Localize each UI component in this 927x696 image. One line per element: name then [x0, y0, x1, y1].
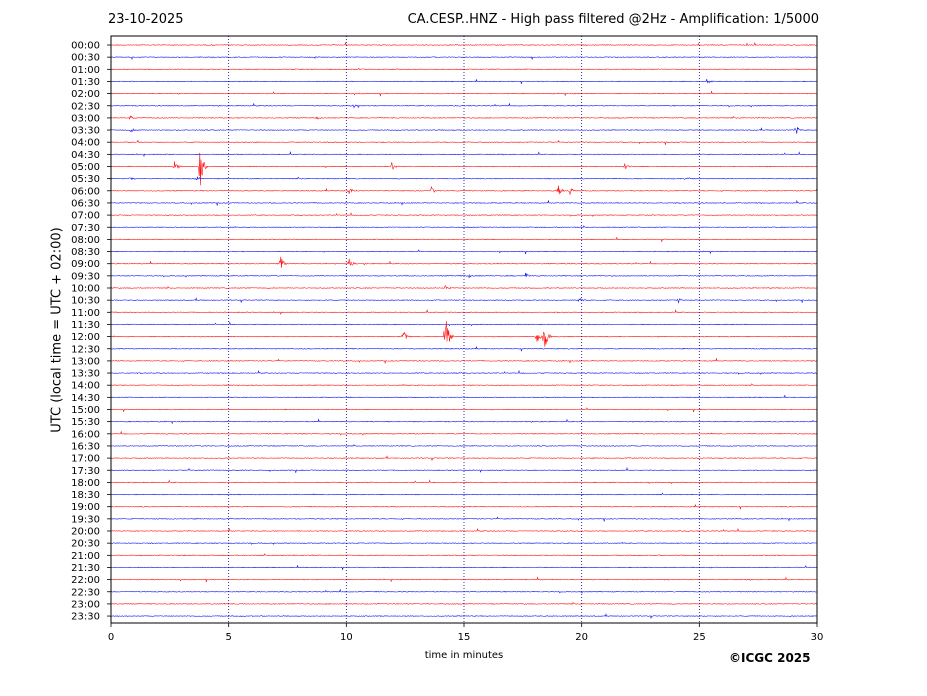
row-label: 21:00 — [71, 551, 100, 562]
row-label: 00:30 — [71, 53, 100, 64]
plot-title: CA.CESP..HNZ - High pass filtered @2Hz -… — [407, 12, 819, 27]
trace-row-1730 — [110, 466, 817, 473]
row-label: 02:30 — [71, 101, 100, 112]
trace-row-0830 — [110, 249, 817, 255]
row-label: 02:00 — [71, 89, 100, 100]
row-label: 21:30 — [71, 563, 100, 574]
row-label: 14:30 — [71, 393, 100, 404]
trace-row-0730 — [110, 225, 817, 228]
row-label: 18:30 — [71, 490, 100, 501]
row-label: 03:30 — [71, 126, 100, 137]
x-tick-label: 5 — [225, 632, 231, 643]
row-label: 10:30 — [71, 296, 100, 307]
row-label: 13:00 — [71, 356, 100, 367]
trace-row-1700 — [110, 455, 817, 461]
row-label: 20:30 — [71, 539, 100, 550]
x-axis-label: time in minutes — [424, 650, 504, 661]
trace-row-2330 — [110, 613, 817, 619]
trace-row-1800 — [110, 479, 817, 485]
plot-date: 23-10-2025 — [108, 12, 184, 27]
row-label: 18:00 — [71, 478, 100, 489]
row-label: 19:30 — [71, 514, 100, 525]
trace-row-0530 — [110, 176, 817, 181]
trace-row-1500 — [110, 407, 817, 413]
row-label: 10:00 — [71, 284, 100, 295]
row-label: 19:00 — [71, 502, 100, 513]
row-label: 07:30 — [71, 223, 100, 234]
row-label: 17:30 — [71, 466, 100, 477]
row-label: 08:30 — [71, 247, 100, 258]
row-label: 07:00 — [71, 211, 100, 222]
trace-row-0000 — [110, 41, 817, 46]
row-label: 22:00 — [71, 575, 100, 586]
x-tick-label: 30 — [811, 632, 824, 643]
trace-row-0800 — [110, 236, 817, 242]
row-label: 12:30 — [71, 344, 100, 355]
row-label: 14:00 — [71, 381, 100, 392]
row-label: 05:00 — [71, 162, 100, 173]
row-label: 05:30 — [71, 174, 100, 185]
row-label: 17:00 — [71, 454, 100, 465]
trace-row-1330 — [110, 369, 817, 375]
trace-row-1630 — [110, 443, 817, 447]
trace-row-1900 — [110, 503, 817, 510]
trace-row-0430 — [110, 151, 817, 157]
x-tick-label: 25 — [693, 632, 706, 643]
row-label: 20:00 — [71, 527, 100, 538]
trace-row-1600 — [110, 430, 817, 436]
row-label: 11:30 — [71, 320, 100, 331]
row-label: 15:30 — [71, 417, 100, 428]
copyright-label: ©ICGC 2025 — [729, 651, 811, 665]
trace-row-0630 — [110, 199, 817, 206]
row-label: 13:30 — [71, 369, 100, 380]
row-label: 22:30 — [71, 587, 100, 598]
trace-row-0600 — [110, 185, 817, 196]
x-tick-label: 15 — [458, 632, 471, 643]
row-label: 06:00 — [71, 186, 100, 197]
row-label: 04:00 — [71, 138, 100, 149]
row-label: 04:30 — [71, 150, 100, 161]
row-label: 08:00 — [71, 235, 100, 246]
trace-row-1830 — [110, 492, 817, 496]
x-tick-label: 10 — [340, 632, 353, 643]
trace-row-1430 — [110, 394, 817, 399]
trace-row-1530 — [110, 418, 817, 425]
trace-row-0500 — [110, 152, 817, 186]
trace-row-2300 — [110, 601, 817, 605]
row-label: 09:00 — [71, 259, 100, 270]
trace-row-0700 — [110, 211, 817, 217]
trace-row-1300 — [110, 357, 817, 364]
row-label: 09:30 — [71, 271, 100, 282]
row-label: 01:30 — [71, 77, 100, 88]
row-label: 15:00 — [71, 405, 100, 416]
trace-row-0400 — [110, 139, 817, 145]
row-label: 00:00 — [71, 41, 100, 52]
row-label: 16:30 — [71, 441, 100, 452]
row-label: 01:00 — [71, 65, 100, 76]
row-label: 06:30 — [71, 198, 100, 209]
x-tick-label: 20 — [575, 632, 588, 643]
row-label: 23:30 — [71, 612, 100, 623]
trace-row-0900 — [110, 256, 817, 269]
row-label: 11:00 — [71, 308, 100, 319]
row-label: 03:00 — [71, 113, 100, 124]
trace-row-1130 — [110, 321, 817, 327]
row-label: 16:00 — [71, 429, 100, 440]
row-label: 23:00 — [71, 599, 100, 610]
trace-row-1230 — [110, 345, 817, 352]
row-label: 12:00 — [71, 332, 100, 343]
x-tick-label: 0 — [108, 632, 114, 643]
